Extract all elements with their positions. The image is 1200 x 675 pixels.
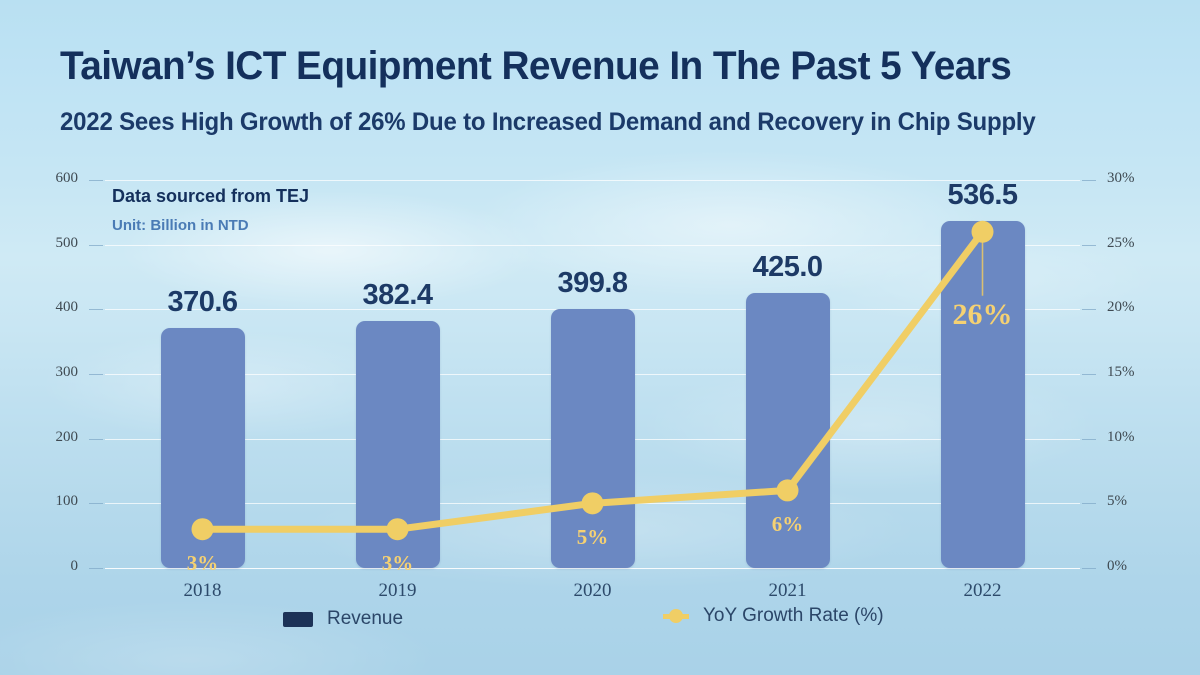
y-axis-tick-mark (89, 309, 103, 311)
gridline (105, 180, 1080, 181)
x-axis-label-2021: 2021 (768, 580, 807, 601)
x-axis-label-2020: 2020 (573, 580, 612, 601)
y-axis-tick-mark (89, 374, 103, 375)
y-axis-tick-mark (89, 503, 103, 505)
growth-value-label-2021: 6% (771, 512, 804, 537)
plot-area: 0 0% 100 5% 200 10% 300 15% 400 20% 500 25% 600 30% 37… (56, 170, 1135, 601)
bar-swatch-icon (283, 611, 313, 627)
growth-value-label-2022: 26% (952, 297, 1013, 331)
line-marker-2020[interactable] (581, 492, 604, 515)
y-axis-tick-mark (89, 180, 103, 181)
y-axis-tick-label: 0 (70, 558, 79, 574)
y2-axis-tick-mark (1082, 244, 1096, 246)
gridline (105, 568, 1080, 569)
data-source-note: Data sourced from TEJ (112, 186, 310, 206)
growth-value-label-2020: 5% (576, 525, 609, 550)
y-axis-tick-mark (89, 244, 103, 246)
growth-value-label-2018: 3% (186, 551, 219, 576)
y2-axis-tick-mark (1082, 309, 1096, 311)
y2-axis-tick-label: 0% (1107, 558, 1127, 574)
y-axis-tick-label: 600 (55, 170, 79, 186)
bar-2020[interactable] (550, 309, 635, 568)
legend-item-revenue[interactable]: Revenue (283, 608, 403, 630)
line-marker-2022[interactable] (971, 220, 994, 243)
y2-axis-tick-label: 30% (1107, 170, 1135, 186)
y-axis-tick-label: 200 (55, 428, 79, 445)
chart-subtitle: 2022 Sees High Growth of 26% Due to Incr… (60, 108, 1036, 136)
x-axis-label-2018: 2018 (183, 580, 222, 601)
x-axis-label-2019: 2019 (378, 580, 417, 601)
gridline (105, 244, 1080, 246)
y-axis-tick-label: 500 (55, 234, 79, 251)
bar-2021[interactable] (745, 293, 830, 568)
y-axis-tick-label: 400 (55, 299, 79, 316)
bar-value-label-2022: 536.5 (947, 179, 1018, 212)
growth-polyline (199, 228, 986, 533)
y2-axis-tick-label: 10% (1107, 428, 1135, 445)
y-axis-tick-mark (89, 438, 103, 440)
legend-label-revenue: Revenue (327, 608, 404, 629)
y2-axis-tick-mark (1082, 374, 1096, 375)
y-axis-tick-label: 300 (55, 364, 79, 380)
y2-axis-tick-label: 25% (1107, 234, 1135, 251)
y2-axis-tick-label: 20% (1107, 299, 1135, 316)
growth-value-label-2019: 3% (381, 551, 414, 576)
line-marker-2021[interactable] (776, 479, 799, 502)
bar-value-label-2021: 425.0 (752, 251, 823, 284)
legend-label-growth: YoY Growth Rate (%) (703, 605, 884, 626)
line-marker-2018[interactable] (191, 518, 214, 541)
y-axis-tick-mark (89, 568, 103, 569)
x-axis-label-2022: 2022 (963, 580, 1002, 601)
line-marker-2019[interactable] (386, 518, 409, 541)
y2-axis-tick-mark (1082, 180, 1096, 181)
line-marker-swatch-icon (663, 605, 689, 627)
y2-axis-tick-mark (1082, 568, 1096, 569)
y2-axis-tick-mark (1082, 438, 1096, 440)
chart-title: Taiwan’s ICT Equipment Revenue In The Pa… (60, 44, 1012, 88)
legend-item-growth[interactable]: YoY Growth Rate (%) (663, 605, 884, 627)
bar-value-label-2018: 370.6 (167, 286, 238, 319)
growth-rate-line (191, 220, 994, 541)
unit-note: Unit: Billion in NTD (112, 217, 249, 234)
y2-axis-tick-label: 15% (1107, 364, 1135, 380)
y2-axis-tick-mark (1082, 503, 1096, 505)
bar-value-label-2019: 382.4 (362, 278, 433, 311)
y2-axis-tick-label: 5% (1107, 493, 1127, 510)
y-axis-tick-label: 100 (55, 493, 79, 510)
bar-value-label-2020: 399.8 (557, 267, 628, 300)
